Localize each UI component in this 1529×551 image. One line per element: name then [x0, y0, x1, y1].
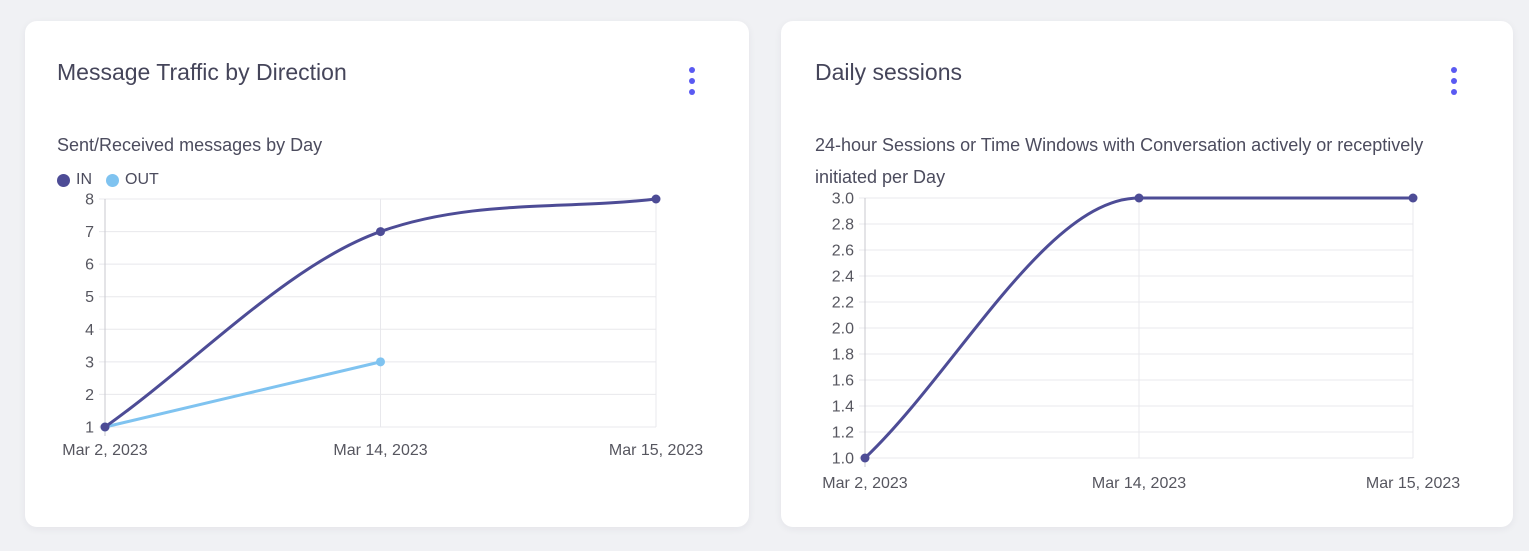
svg-text:1.6: 1.6: [832, 373, 854, 390]
kebab-dot: [689, 89, 695, 95]
card-message-traffic: Message Traffic by Direction Sent/Receiv…: [25, 21, 749, 527]
svg-text:2.4: 2.4: [832, 269, 854, 286]
svg-text:3: 3: [85, 354, 94, 371]
card-header: Daily sessions: [815, 59, 1479, 99]
svg-text:6: 6: [85, 257, 94, 274]
svg-text:Mar 15, 2023: Mar 15, 2023: [1366, 475, 1460, 492]
svg-text:Mar 2, 2023: Mar 2, 2023: [822, 475, 907, 492]
svg-text:2.8: 2.8: [832, 217, 854, 234]
svg-text:1.4: 1.4: [832, 399, 854, 416]
card-daily-sessions: Daily sessions 24-hour Sessions or Time …: [781, 21, 1513, 527]
card-subtitle: Sent/Received messages by Day: [57, 135, 323, 155]
svg-text:2.2: 2.2: [832, 295, 854, 312]
svg-text:1.0: 1.0: [832, 451, 854, 468]
legend-item-out[interactable]: OUT: [106, 171, 159, 189]
svg-text:2.0: 2.0: [832, 321, 854, 338]
legend-swatch-out: [106, 173, 119, 187]
kebab-dot: [689, 78, 695, 84]
line-chart-message-traffic: 1 2 3 4 5 6 7 8 Mar 2, 2023 Mar 14, 2023 Mar 15, 2…: [62, 192, 703, 460]
svg-text:Mar 14, 2023: Mar 14, 2023: [1092, 475, 1186, 492]
legend-label-in: IN: [76, 171, 92, 188]
svg-text:5: 5: [85, 289, 94, 306]
kebab-menu-icon[interactable]: [1447, 63, 1461, 99]
svg-text:4: 4: [85, 322, 94, 339]
svg-text:Mar 2, 2023: Mar 2, 2023: [62, 442, 147, 459]
svg-text:2: 2: [85, 387, 94, 404]
svg-text:Mar 15, 2023: Mar 15, 2023: [609, 442, 703, 459]
svg-text:8: 8: [85, 192, 94, 209]
card-title: Message Traffic by Direction: [57, 59, 347, 85]
kebab-menu-icon[interactable]: [685, 63, 699, 99]
legend-swatch-in: [57, 173, 70, 187]
kebab-dot: [689, 67, 695, 73]
svg-text:3.0: 3.0: [832, 191, 854, 208]
line-chart-daily-sessions: 1.0 1.2 1.4 1.6 1.8 2.0 2.2 2.4 2.6 2.8 3.0 Mar 2, …: [822, 191, 1460, 493]
legend-item-in[interactable]: IN: [57, 171, 92, 189]
svg-text:2.6: 2.6: [832, 243, 854, 260]
legend-label-out: OUT: [125, 171, 159, 188]
svg-text:1.8: 1.8: [832, 347, 854, 364]
kebab-dot: [1451, 78, 1457, 84]
kebab-dot: [1451, 67, 1457, 73]
svg-text:7: 7: [85, 224, 94, 241]
card-subtitle: 24-hour Sessions or Time Windows with Co…: [815, 135, 1424, 187]
chart-legend: IN OUT: [57, 171, 717, 189]
kebab-dot: [1451, 89, 1457, 95]
card-title: Daily sessions: [815, 59, 962, 85]
svg-text:1.2: 1.2: [832, 425, 854, 442]
card-header: Message Traffic by Direction: [57, 59, 717, 99]
svg-text:Mar 14, 2023: Mar 14, 2023: [333, 442, 427, 459]
svg-text:1: 1: [85, 420, 94, 437]
